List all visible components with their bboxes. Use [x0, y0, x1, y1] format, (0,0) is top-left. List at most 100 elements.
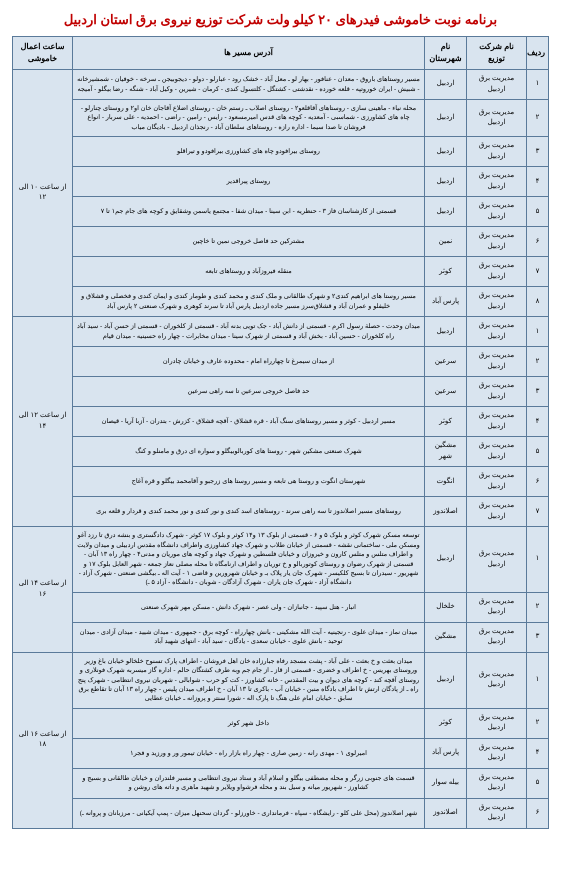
- cell-address: روستای بیرافودو چاه های کشاورزی بیرافودو…: [73, 137, 425, 167]
- cell-company: مدیریت برق اردبیل: [467, 798, 527, 828]
- cell-company: مدیریت برق اردبیل: [467, 197, 527, 227]
- table-row: ۴مدیریت برق اردبیلکوثرمسیر اردبیل - کوثر…: [13, 407, 549, 437]
- table-row: ۸مدیریت برق اردبیلپارس آبادمسیر روستا ها…: [13, 287, 549, 317]
- cell-city: اردبیل: [425, 137, 467, 167]
- header-city: نام شهرستان: [425, 37, 467, 70]
- cell-company: مدیریت برق اردبیل: [467, 652, 527, 708]
- cell-address: شهرستان انگوت و روستا هی تابعه و مسیر رو…: [73, 467, 425, 497]
- cell-row-number: ۳: [527, 622, 549, 652]
- cell-city: نمین: [425, 227, 467, 257]
- cell-city: سرعین: [425, 347, 467, 377]
- table-row: ۷مدیریت برق اردبیلکوثرمنقله فیروزآباد و …: [13, 257, 549, 287]
- cell-company: مدیریت برق اردبیل: [467, 708, 527, 738]
- cell-address: روستاهای مسیر اصلاندوز تا سه راهی سرند -…: [73, 497, 425, 527]
- cell-company: مدیریت برق اردبیل: [467, 407, 527, 437]
- table-row: ۱مدیریت برق اردبیلاردبیلمیدان بعثت و خ ب…: [13, 652, 549, 708]
- cell-time-slot: از ساعت ۱۲ الی ۱۴: [13, 317, 73, 527]
- cell-company: مدیریت برق اردبیل: [467, 527, 527, 593]
- cell-address: منقله فیروزآباد و روستاهای تابعه: [73, 257, 425, 287]
- cell-address: از میدان سیمرغ تا چهارراه امام - محدوده …: [73, 347, 425, 377]
- cell-city: خلخال: [425, 592, 467, 622]
- cell-city: پارس آباد: [425, 738, 467, 768]
- table-row: ۵مدیریت برق اردبیلاردبیلقسمتی از کازشناس…: [13, 197, 549, 227]
- header-addr: آدرس مسیر ها: [73, 37, 425, 70]
- cell-city: مشگین شهر: [425, 437, 467, 467]
- cell-address: شهرک صنعتی مشکین شهر - روستا های کوربالو…: [73, 437, 425, 467]
- cell-city: اصلاندوز: [425, 497, 467, 527]
- header-company: نام شرکت توزیع: [467, 37, 527, 70]
- cell-company: مدیریت برق اردبیل: [467, 497, 527, 527]
- cell-address: مسیر روستا های ابراهیم کندی۲ و شهرک طالق…: [73, 287, 425, 317]
- cell-city: کوثر: [425, 257, 467, 287]
- table-row: ۴مدیریت برق اردبیلاردبیلروستای پیراقدیر: [13, 167, 549, 197]
- table-row: ۷مدیریت برق اردبیلاصلاندوزروستاهای مسیر …: [13, 497, 549, 527]
- cell-city: پارس آباد: [425, 287, 467, 317]
- cell-city: اردبیل: [425, 167, 467, 197]
- cell-address: مسیر روستاهای باروق - معدان - عنافور - ب…: [73, 70, 425, 100]
- header-row: ردیف: [527, 37, 549, 70]
- cell-row-number: ۱: [527, 527, 549, 593]
- cell-row-number: ۵: [527, 197, 549, 227]
- table-row: ۳مدیریت برق اردبیلاردبیلروستای بیرافودو …: [13, 137, 549, 167]
- cell-company: مدیریت برق اردبیل: [467, 437, 527, 467]
- schedule-table: ردیف نام شرکت توزیع نام شهرستان آدرس مسی…: [12, 36, 549, 829]
- cell-row-number: ۷: [527, 497, 549, 527]
- cell-row-number: ۳: [527, 377, 549, 407]
- table-row: ۴مدیریت برق اردبیلپارس آبادامیرلوی ۱ - م…: [13, 738, 549, 768]
- cell-city: اردبیل: [425, 100, 467, 137]
- cell-company: مدیریت برق اردبیل: [467, 377, 527, 407]
- cell-address: میدان بعثت و خ بعثت - علی آباد - پشت مسج…: [73, 652, 425, 708]
- cell-row-number: ۱: [527, 70, 549, 100]
- table-row: ۶مدیریت برق اردبیلاصلاندوزشهر اصلاندوز (…: [13, 798, 549, 828]
- table-row: ۶مدیریت برق اردبیلنمینمشترکین حد فاصل خر…: [13, 227, 549, 257]
- cell-city: اردبیل: [425, 652, 467, 708]
- cell-city: اردبیل: [425, 70, 467, 100]
- cell-row-number: ۲: [527, 347, 549, 377]
- cell-address: محله نیاء - ماهینی سازی - روستاهای آقاقل…: [73, 100, 425, 137]
- cell-address: داخل شهر کوثر: [73, 708, 425, 738]
- header-time: ساعت اعمال خاموشی: [13, 37, 73, 70]
- cell-row-number: ۴: [527, 738, 549, 768]
- cell-row-number: ۵: [527, 768, 549, 798]
- cell-time-slot: از ساعت ۱۴ الی ۱۶: [13, 527, 73, 653]
- table-row: ۵مدیریت برق اردبیلمشگین شهرشهرک صنعتی مش…: [13, 437, 549, 467]
- cell-address: انبار - هتل سپید - جانبازان - ولی عصر - …: [73, 592, 425, 622]
- table-row: ۲مدیریت برق اردبیلسرعیناز میدان سیمرغ تا…: [13, 347, 549, 377]
- cell-row-number: ۲: [527, 708, 549, 738]
- cell-address: قسمتی از کازشناسان فاز ۳ - حنظریه - ابن …: [73, 197, 425, 227]
- cell-row-number: ۵: [527, 437, 549, 467]
- cell-address: حد فاصل خروجی سرعین تا سه راهی سرعین: [73, 377, 425, 407]
- cell-address: میدان وحدت - حصلة رسول اکرم - قسمتی از د…: [73, 317, 425, 347]
- cell-address: مسیر اردبیل - کوثر و مسیر روستاهای سنگ آ…: [73, 407, 425, 437]
- cell-company: مدیریت برق اردبیل: [467, 287, 527, 317]
- cell-address: امیرلوی ۱ - مهدی رانه - زمین صاری - چهار…: [73, 738, 425, 768]
- cell-company: مدیریت برق اردبیل: [467, 347, 527, 377]
- cell-city: اردبیل: [425, 197, 467, 227]
- cell-time-slot: از ساعت ۱۶ الی ۱۸: [13, 652, 73, 828]
- cell-company: مدیریت برق اردبیل: [467, 768, 527, 798]
- cell-address: مشترکین حد فاصل خروجی نمین تا خاچین: [73, 227, 425, 257]
- cell-row-number: ۷: [527, 257, 549, 287]
- cell-company: مدیریت برق اردبیل: [467, 257, 527, 287]
- cell-company: مدیریت برق اردبیل: [467, 592, 527, 622]
- cell-row-number: ۴: [527, 167, 549, 197]
- table-row: ۲مدیریت برق اردبیلخلخالانبار - هتل سپید …: [13, 592, 549, 622]
- cell-city: اردبیل: [425, 317, 467, 347]
- table-row: ۲مدیریت برق اردبیلاردبیلمحله نیاء - ماهی…: [13, 100, 549, 137]
- cell-row-number: ۲: [527, 100, 549, 137]
- cell-row-number: ۶: [527, 798, 549, 828]
- table-row: ۱مدیریت برق اردبیلاردبیلمیدان وحدت - حصل…: [13, 317, 549, 347]
- cell-city: مشگین: [425, 622, 467, 652]
- cell-time-slot: از ساعت ۱۰ الی ۱۲: [13, 70, 73, 317]
- table-row: ۱مدیریت برق اردبیلاردبیلتوسعه مسکن شهرک …: [13, 527, 549, 593]
- cell-city: کوثر: [425, 708, 467, 738]
- cell-row-number: ۱: [527, 652, 549, 708]
- cell-row-number: ۳: [527, 137, 549, 167]
- cell-city: کوثر: [425, 407, 467, 437]
- cell-company: مدیریت برق اردبیل: [467, 137, 527, 167]
- cell-row-number: ۲: [527, 592, 549, 622]
- cell-row-number: ۱: [527, 317, 549, 347]
- cell-city: سرعین: [425, 377, 467, 407]
- table-row: ۲مدیریت برق اردبیلکوثرداخل شهر کوثر: [13, 708, 549, 738]
- cell-address: روستای پیراقدیر: [73, 167, 425, 197]
